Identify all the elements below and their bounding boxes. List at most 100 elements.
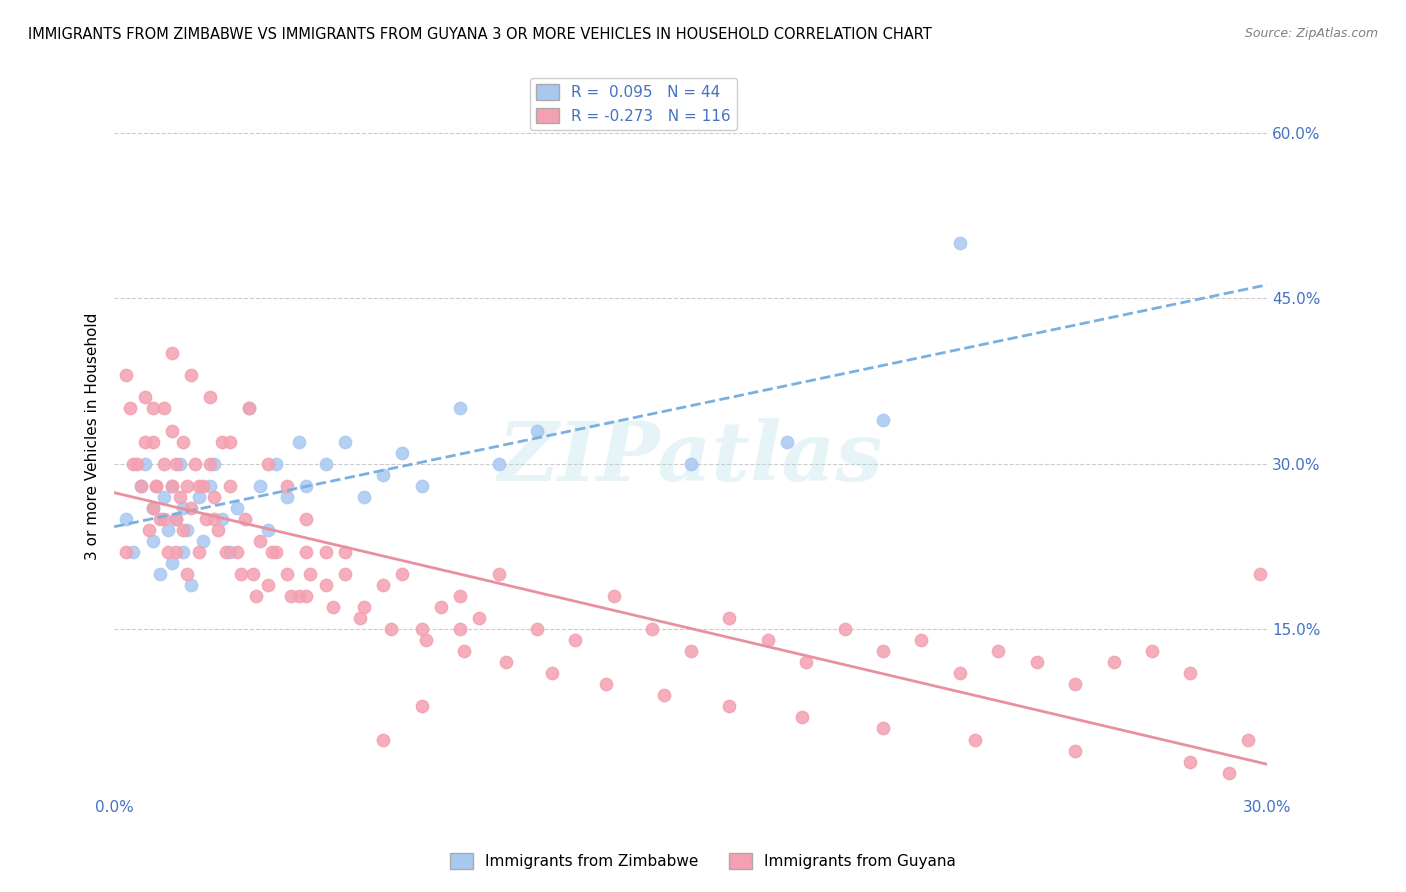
Point (1064, 743, 1087, 757)
Point (756, 633, 779, 648)
Point (257, 457, 280, 471)
Point (333, 434, 356, 449)
Point (411, 699, 433, 714)
Point (207, 523, 229, 537)
Point (257, 578, 280, 592)
Point (218, 434, 240, 449)
Point (211, 512, 233, 526)
Point (142, 533, 165, 548)
Point (315, 457, 337, 471)
Point (160, 479, 183, 493)
Point (218, 545, 240, 559)
Point (872, 412, 894, 426)
Point (156, 545, 179, 559)
Point (276, 479, 298, 493)
Point (872, 722, 894, 736)
Point (191, 533, 214, 548)
Point (202, 457, 225, 471)
Point (965, 732, 987, 747)
Point (187, 479, 209, 493)
Point (172, 500, 194, 515)
Point (122, 545, 145, 559)
Point (153, 401, 176, 416)
Point (142, 500, 165, 515)
Point (127, 457, 149, 471)
Point (411, 479, 433, 493)
Point (564, 633, 586, 648)
Point (200, 457, 222, 471)
Point (129, 479, 152, 493)
Point (495, 655, 517, 669)
Point (295, 512, 318, 526)
Point (449, 622, 471, 636)
Point (153, 457, 176, 471)
Point (541, 666, 564, 681)
Point (165, 545, 187, 559)
Point (333, 567, 356, 582)
Point (1140, 644, 1163, 658)
Point (264, 457, 287, 471)
Point (488, 567, 510, 582)
Point (257, 523, 280, 537)
Point (145, 479, 167, 493)
Point (391, 445, 413, 459)
Point (373, 578, 395, 592)
Point (195, 512, 218, 526)
Point (180, 578, 202, 592)
Point (142, 434, 165, 449)
Point (380, 622, 402, 636)
Point (679, 457, 702, 471)
Point (114, 512, 136, 526)
Point (160, 424, 183, 438)
Point (526, 622, 548, 636)
Point (315, 545, 337, 559)
Point (449, 401, 471, 416)
Point (949, 666, 972, 681)
Point (1025, 655, 1047, 669)
Point (153, 490, 176, 504)
Point (184, 457, 207, 471)
Point (468, 611, 491, 625)
Point (169, 457, 191, 471)
Point (1102, 655, 1125, 669)
Point (238, 401, 260, 416)
Point (526, 424, 548, 438)
Point (488, 457, 510, 471)
Point (172, 523, 194, 537)
Point (834, 622, 856, 636)
Point (238, 401, 260, 416)
Point (987, 644, 1010, 658)
Point (218, 479, 240, 493)
Point (134, 457, 156, 471)
Point (391, 567, 413, 582)
Point (295, 479, 318, 493)
Point (299, 567, 322, 582)
Point (211, 434, 233, 449)
Point (142, 500, 165, 515)
Point (1237, 732, 1260, 747)
Point (160, 346, 183, 360)
Point (718, 611, 741, 625)
Point (652, 689, 675, 703)
Point (242, 567, 264, 582)
Point (145, 479, 167, 493)
Point (872, 644, 894, 658)
Text: IMMIGRANTS FROM ZIMBABWE VS IMMIGRANTS FROM GUYANA 3 OR MORE VEHICLES IN HOUSEHO: IMMIGRANTS FROM ZIMBABWE VS IMMIGRANTS F… (28, 27, 932, 42)
Point (129, 479, 152, 493)
Point (153, 512, 176, 526)
Point (226, 545, 249, 559)
Point (191, 479, 214, 493)
Point (233, 512, 256, 526)
Point (169, 490, 191, 504)
Point (202, 490, 225, 504)
Point (949, 235, 972, 250)
Point (679, 644, 702, 658)
Point (1064, 677, 1087, 691)
Point (176, 479, 198, 493)
Point (134, 434, 156, 449)
Point (149, 567, 172, 582)
Text: Source: ZipAtlas.com: Source: ZipAtlas.com (1244, 27, 1378, 40)
Point (187, 490, 209, 504)
Point (276, 490, 298, 504)
Point (149, 512, 172, 526)
